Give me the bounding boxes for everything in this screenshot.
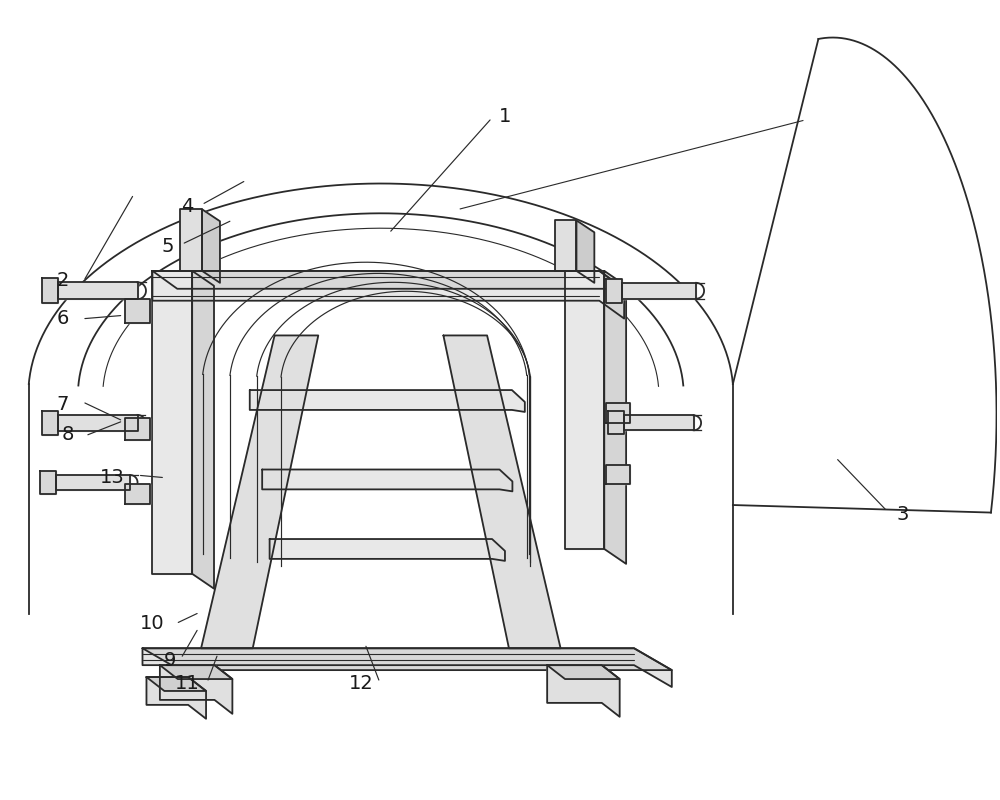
Polygon shape bbox=[250, 390, 525, 412]
Polygon shape bbox=[143, 648, 672, 670]
Text: 9: 9 bbox=[164, 650, 176, 670]
Polygon shape bbox=[262, 470, 512, 491]
Text: 3: 3 bbox=[896, 505, 908, 524]
Polygon shape bbox=[152, 271, 192, 574]
Polygon shape bbox=[40, 471, 56, 494]
Polygon shape bbox=[622, 283, 696, 298]
Polygon shape bbox=[56, 475, 130, 490]
Polygon shape bbox=[608, 411, 624, 434]
Polygon shape bbox=[606, 403, 630, 423]
Text: 8: 8 bbox=[62, 426, 74, 444]
Polygon shape bbox=[624, 415, 694, 430]
Polygon shape bbox=[125, 298, 150, 322]
Polygon shape bbox=[443, 335, 561, 648]
Polygon shape bbox=[202, 210, 220, 283]
Polygon shape bbox=[555, 221, 576, 271]
Text: 11: 11 bbox=[175, 674, 200, 693]
Polygon shape bbox=[42, 411, 58, 434]
Polygon shape bbox=[576, 221, 594, 283]
Polygon shape bbox=[125, 485, 150, 504]
Text: 1: 1 bbox=[499, 107, 511, 126]
Polygon shape bbox=[547, 665, 620, 717]
Polygon shape bbox=[146, 677, 206, 718]
Text: 13: 13 bbox=[100, 468, 125, 487]
Polygon shape bbox=[152, 271, 624, 318]
Polygon shape bbox=[58, 415, 138, 430]
Text: 4: 4 bbox=[181, 197, 193, 216]
Text: 5: 5 bbox=[161, 237, 174, 255]
Polygon shape bbox=[604, 271, 626, 564]
Polygon shape bbox=[270, 539, 505, 561]
Polygon shape bbox=[42, 278, 58, 303]
Polygon shape bbox=[160, 665, 232, 714]
Polygon shape bbox=[565, 271, 604, 549]
Polygon shape bbox=[160, 665, 232, 679]
Text: 12: 12 bbox=[349, 674, 373, 693]
Polygon shape bbox=[192, 271, 214, 589]
Polygon shape bbox=[152, 271, 624, 289]
Polygon shape bbox=[547, 665, 620, 679]
Polygon shape bbox=[146, 677, 206, 691]
Text: 10: 10 bbox=[140, 614, 165, 633]
Polygon shape bbox=[606, 279, 622, 302]
Polygon shape bbox=[143, 648, 672, 687]
Polygon shape bbox=[180, 210, 202, 271]
Polygon shape bbox=[606, 465, 630, 485]
Polygon shape bbox=[58, 282, 138, 299]
Text: 6: 6 bbox=[57, 309, 69, 328]
Polygon shape bbox=[201, 335, 318, 648]
Polygon shape bbox=[125, 418, 150, 440]
Text: 2: 2 bbox=[57, 271, 69, 290]
Text: 7: 7 bbox=[57, 395, 69, 414]
